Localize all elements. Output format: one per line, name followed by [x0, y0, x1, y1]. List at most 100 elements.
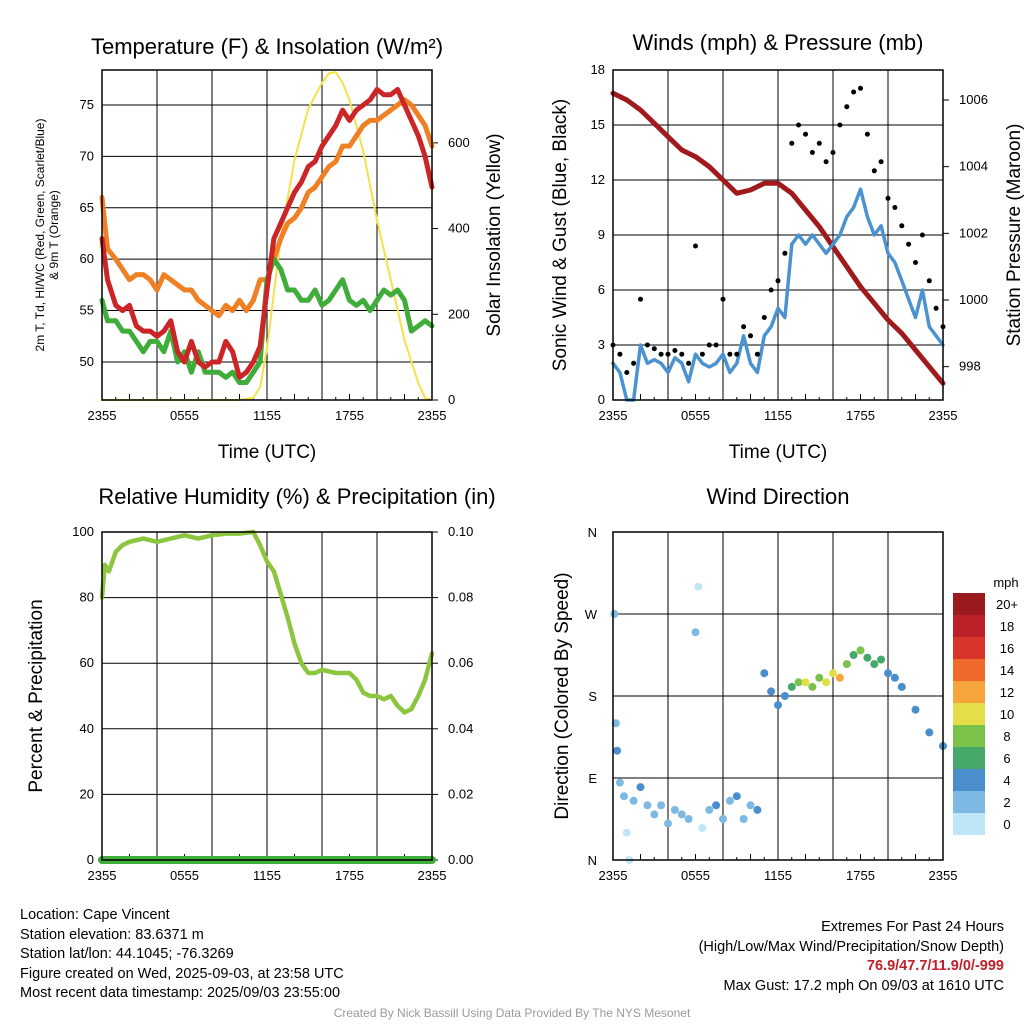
wind-gust-point: [885, 195, 891, 201]
wind-y2-tick-label: 998: [959, 359, 981, 374]
dir-point: [712, 801, 721, 810]
wind-gust-point: [913, 260, 918, 265]
dir-point: [739, 815, 748, 823]
dir-legend-label: 14: [1000, 663, 1014, 678]
dir-legend-swatch: [953, 747, 985, 769]
dir-point: [856, 646, 865, 655]
wind-gust-point: [768, 287, 774, 293]
dir-point: [691, 628, 700, 637]
dir-point: [925, 728, 934, 737]
temp-y-label-line2: & 9m T (Orange): [47, 190, 61, 280]
dir-point: [767, 687, 776, 696]
wind-gust-point: [803, 131, 808, 137]
dir-legend-swatch: [953, 615, 985, 637]
wind-y-tick-label: 0: [598, 392, 605, 407]
dir-point: [877, 655, 886, 664]
wind-gust-point: [837, 122, 843, 128]
dir-point: [657, 801, 666, 810]
dir-point: [650, 810, 659, 819]
dir-point: [890, 673, 899, 682]
dir-point: [725, 796, 734, 805]
wind-gust-point: [713, 342, 719, 348]
dir-title: Wind Direction: [706, 484, 849, 509]
wind-gust-point: [658, 351, 664, 357]
dir-point: [677, 810, 686, 819]
temp-plot-border: [101, 69, 433, 401]
wind-gust-point: [761, 315, 767, 320]
dir-point: [794, 678, 803, 687]
wind-gust-point: [844, 104, 850, 110]
wind-gust-point: [617, 351, 623, 357]
wind-gust-point: [809, 150, 815, 155]
wind-gust-point: [672, 348, 678, 353]
dir-x-tick-label: 2355: [929, 868, 958, 883]
temp-y-tick-label: 75: [80, 97, 94, 112]
dir-legend-swatch: [953, 681, 985, 703]
wind-gust-point: [741, 324, 747, 330]
wind-gust-point: [871, 168, 877, 174]
wind-gust-point: [665, 351, 671, 357]
dir-point: [622, 828, 631, 837]
dir-legend-swatch: [953, 659, 985, 681]
temp-x-tick-label: 2355: [418, 408, 447, 423]
dir-point: [849, 651, 858, 659]
wind-axes: 2355 0555 1155 1755 235503691215189981000100…: [550, 30, 1024, 463]
latlon-text: Station lat/lon: 44.1045; -76.3269: [20, 946, 234, 962]
wind-x-tick-label: 0555: [681, 408, 710, 423]
wind-gust-point: [775, 278, 781, 284]
wind-x-tick-label: 1155: [764, 408, 792, 423]
wind-gust-point: [823, 159, 829, 165]
wind-y2-label: Station Pressure (Maroon): [1004, 124, 1024, 347]
dir-legend-label: 6: [1003, 751, 1010, 766]
dir-legend-swatch: [953, 769, 985, 791]
dir-point: [753, 805, 762, 814]
wind-station-pressure: [610, 90, 946, 386]
wind-gust-point: [644, 342, 650, 348]
dir-legend-swatch: [953, 637, 985, 659]
temp-x-label: Time (UTC): [218, 442, 317, 463]
dir-legend-label: 20+: [996, 597, 1018, 612]
wind-y2-tick-label: 1006: [959, 92, 988, 107]
dir-x-tick-label: 2355: [599, 868, 628, 883]
dir-point: [774, 701, 782, 710]
wind-y-tick-label: 18: [591, 62, 605, 77]
wind-gust-point: [858, 85, 863, 91]
dir-point: [694, 582, 703, 591]
wind-x-label: Time (UTC): [729, 442, 828, 463]
dir-x-tick-label: 0555: [681, 868, 710, 883]
wind-gust-point: [892, 205, 898, 210]
temp-y-tick-label: 70: [80, 148, 94, 163]
elevation-text: Station elevation: 83.6371 m: [20, 926, 204, 943]
wind-x-tick-label: 2355: [929, 408, 958, 423]
rh-y2-tick-label: 0.08: [448, 590, 473, 605]
wind-y-label: Sonic Wind & Gust (Blue, Black): [550, 99, 571, 371]
temp-y-label-group: 2m T, Td, HI/WC (Red, Green, Scarlet/Blu…: [33, 119, 61, 352]
dir-x-tick-label: 1755: [846, 868, 875, 883]
dir-point: [822, 678, 831, 687]
temp-title: Temperature (F) & Insolation (W/m²): [91, 34, 443, 59]
temp-x-tick-label: 1155: [253, 408, 281, 423]
dir-point: [620, 792, 628, 801]
dir-point: [643, 801, 652, 810]
dir-point: [780, 692, 789, 700]
extremes-values: 76.9/47.7/11.9/0/-999: [866, 958, 1004, 974]
dir-legend-label: 2: [1003, 795, 1010, 810]
dir-legend-label: 10: [1000, 707, 1014, 722]
wind-gust-point: [754, 351, 760, 357]
temp-x-tick-label: 1755: [335, 408, 364, 423]
extremes-info: Extremes For Past 24 Hours (High/Low/Max…: [444, 918, 1004, 996]
wind-y-tick-label: 6: [598, 282, 605, 297]
dir-point: [610, 610, 619, 618]
dir-y-tick-label: N: [588, 525, 597, 540]
wind-gust-point: [706, 342, 712, 348]
dir-point: [911, 705, 920, 714]
dir-point: [884, 669, 892, 678]
temp-y2-tick-label: 400: [448, 221, 470, 236]
dir-y-tick-label: S: [588, 689, 597, 704]
temp-axes: 2355 0555 1155 1755 2355 50 55 60 65 70 75 0 200 400 6…: [33, 34, 505, 463]
rh-y-tick-label: 80: [80, 590, 94, 605]
wind-x-tick-label: 1755: [846, 408, 875, 423]
dir-point: [684, 815, 693, 823]
